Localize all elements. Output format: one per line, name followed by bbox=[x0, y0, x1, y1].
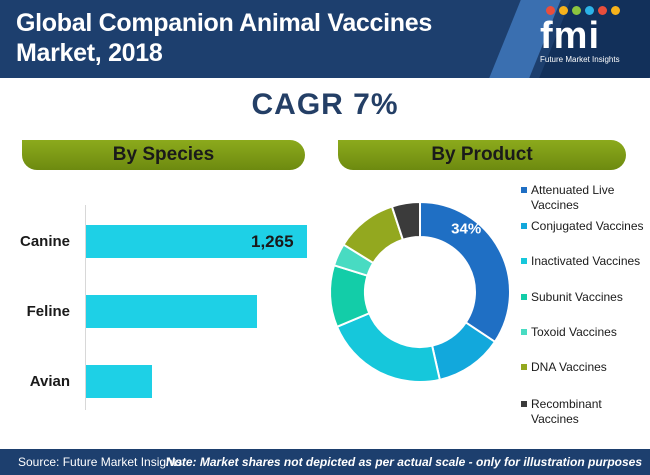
legend-label: Inactivated Vaccines bbox=[531, 254, 641, 268]
product-donut-chart: 34% bbox=[329, 200, 511, 383]
legend-swatch bbox=[521, 294, 527, 300]
footer: Source: Future Market Insights Note: Mar… bbox=[0, 449, 650, 475]
species-panel-title: By Species bbox=[22, 140, 305, 170]
fmi-logo: fmi Future Market Insights bbox=[538, 6, 634, 68]
category-label: Avian bbox=[29, 373, 70, 390]
legend-item: Conjugated Vaccines bbox=[521, 219, 650, 234]
logo-dot-icon bbox=[598, 6, 607, 15]
donut-slice bbox=[419, 200, 511, 344]
disclaimer-note: Note: Market shares not depicted as per … bbox=[165, 455, 642, 469]
source-text: Source: Future Market Insights bbox=[18, 455, 183, 469]
legend-item: Subunit Vaccines bbox=[521, 290, 650, 305]
bar-avian bbox=[86, 365, 152, 398]
legend-swatch bbox=[521, 187, 527, 193]
legend-item: Attenuated Live Vaccines bbox=[521, 183, 650, 213]
product-panel-title: By Product bbox=[338, 140, 626, 170]
bar-value-label: 1,265 bbox=[251, 232, 294, 251]
logo-dot-icon bbox=[572, 6, 581, 15]
logo-dot-icon bbox=[559, 6, 568, 15]
logo-wordmark: fmi bbox=[540, 15, 600, 57]
bar-chart-axis bbox=[85, 205, 86, 410]
legend-label: Conjugated Vaccines bbox=[531, 219, 644, 233]
donut-slice bbox=[390, 200, 421, 242]
legend-item: DNA Vaccines bbox=[521, 360, 650, 375]
page-title: Global Companion Animal Vaccines Market,… bbox=[16, 8, 432, 68]
bar-feline bbox=[86, 295, 257, 328]
donut-slice bbox=[335, 311, 442, 383]
legend-label: Attenuated Live Vaccines bbox=[531, 183, 615, 212]
title-line-1: Global Companion Animal Vaccines bbox=[16, 9, 432, 37]
legend-item: Inactivated Vaccines bbox=[521, 254, 650, 269]
logo-dot-icon bbox=[585, 6, 594, 15]
legend-swatch bbox=[521, 364, 527, 370]
legend-swatch bbox=[521, 258, 527, 264]
legend-swatch bbox=[521, 329, 527, 335]
legend-item: Toxoid Vaccines bbox=[521, 325, 650, 340]
logo-subtitle: Future Market Insights bbox=[540, 55, 620, 64]
legend-swatch bbox=[521, 401, 527, 407]
title-line-2: Market, 2018 bbox=[16, 39, 163, 67]
logo-dot-icon bbox=[546, 6, 555, 15]
legend-label: Recombinant Vaccines bbox=[531, 397, 602, 426]
bar-canine bbox=[86, 225, 307, 258]
legend-label: DNA Vaccines bbox=[531, 360, 607, 374]
legend-item: Recombinant Vaccines bbox=[521, 397, 650, 427]
logo-dot-icon bbox=[611, 6, 620, 15]
category-label: Feline bbox=[26, 303, 70, 320]
category-label: Canine bbox=[19, 233, 70, 250]
legend-swatch bbox=[521, 223, 527, 229]
cagr-headline: CAGR 7% bbox=[251, 88, 399, 121]
logo-icons bbox=[546, 6, 620, 18]
donut-slice-label: 34% bbox=[451, 221, 481, 238]
header-banner: Global Companion Animal Vaccines Market,… bbox=[0, 0, 650, 78]
legend-label: Toxoid Vaccines bbox=[531, 325, 617, 339]
legend-label: Subunit Vaccines bbox=[531, 290, 623, 304]
